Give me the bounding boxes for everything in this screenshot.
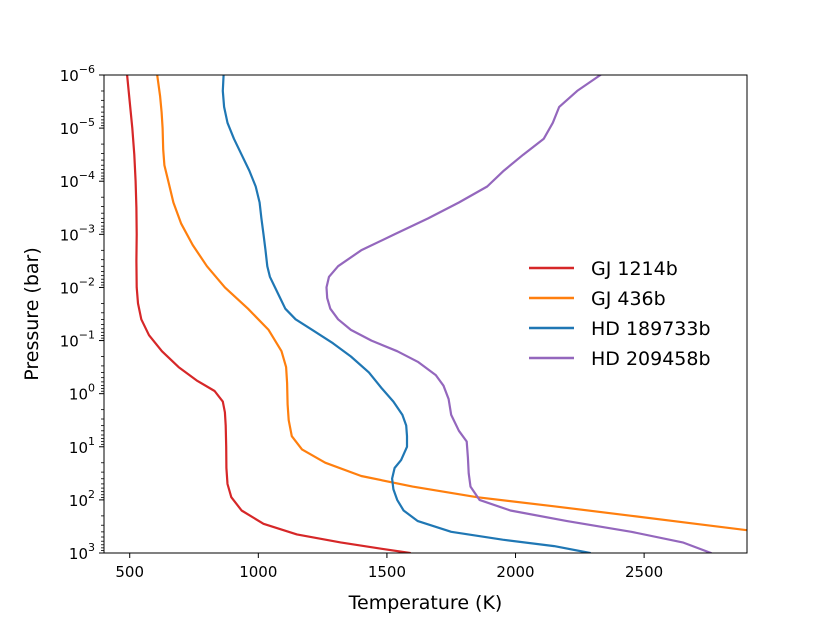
y-tick-exponent: −6 [79,63,95,76]
y-tick-base: 10 [60,67,79,85]
y-tick-label: 100 [69,382,95,404]
y-tick-label: 10−2 [60,275,95,297]
y-tick-exponent: −5 [79,116,95,129]
y-tick-label: 103 [69,541,95,563]
y-tick-label: 10−1 [60,329,95,351]
y-tick-exponent: −4 [79,169,95,182]
y-tick-base: 10 [69,545,88,563]
y-tick-label: 10−5 [60,116,95,138]
y-axis-label: Pressure (bar) [21,247,43,381]
y-tick-label: 102 [69,488,95,510]
x-tick-label: 1500 [368,563,406,581]
y-tick-base: 10 [60,226,79,244]
y-tick-exponent: −1 [79,329,95,342]
y-tick-base: 10 [60,173,79,191]
y-tick-label: 101 [69,435,95,457]
y-tick-exponent: 0 [88,382,95,395]
y-tick-exponent: 2 [88,488,95,501]
y-tick-base: 10 [69,492,88,510]
legend-label: GJ 1214b [591,258,678,280]
series-line-gj-436b [156,75,747,532]
y-tick-base: 10 [69,386,88,404]
y-tick-base: 10 [60,120,79,138]
y-tick-label: 10−6 [60,63,95,85]
legend-label: HD 189733b [591,318,711,340]
y-tick-base: 10 [60,279,79,297]
y-tick-exponent: 1 [88,435,95,448]
y-tick-exponent: −3 [79,222,95,235]
legend-label: HD 209458b [591,348,711,370]
x-tick-label: 2000 [496,563,534,581]
series-layer [126,75,747,553]
x-axis-ticks: 500 1000 1500 2000 2500 [115,553,663,581]
y-tick-exponent: −2 [79,275,95,288]
x-axis-label: Temperature (K) [348,592,503,614]
series-line-gj-1214b [126,75,412,553]
legend: GJ 1214b GJ 436b HD 189733b HD 209458b [529,258,711,370]
x-tick-label: 500 [115,563,144,581]
y-tick-exponent: 3 [88,541,95,554]
y-tick-label: 10−4 [60,169,95,191]
y-tick-label: 10−3 [60,222,95,244]
y-tick-base: 10 [60,333,79,351]
y-tick-base: 10 [69,439,88,457]
series-line-hd-189733b [221,75,592,553]
legend-label: GJ 436b [591,288,666,310]
x-tick-label: 2500 [625,563,663,581]
x-tick-label: 1000 [239,563,277,581]
series-line-hd-209458b [325,75,713,553]
plot-frame [103,74,748,554]
